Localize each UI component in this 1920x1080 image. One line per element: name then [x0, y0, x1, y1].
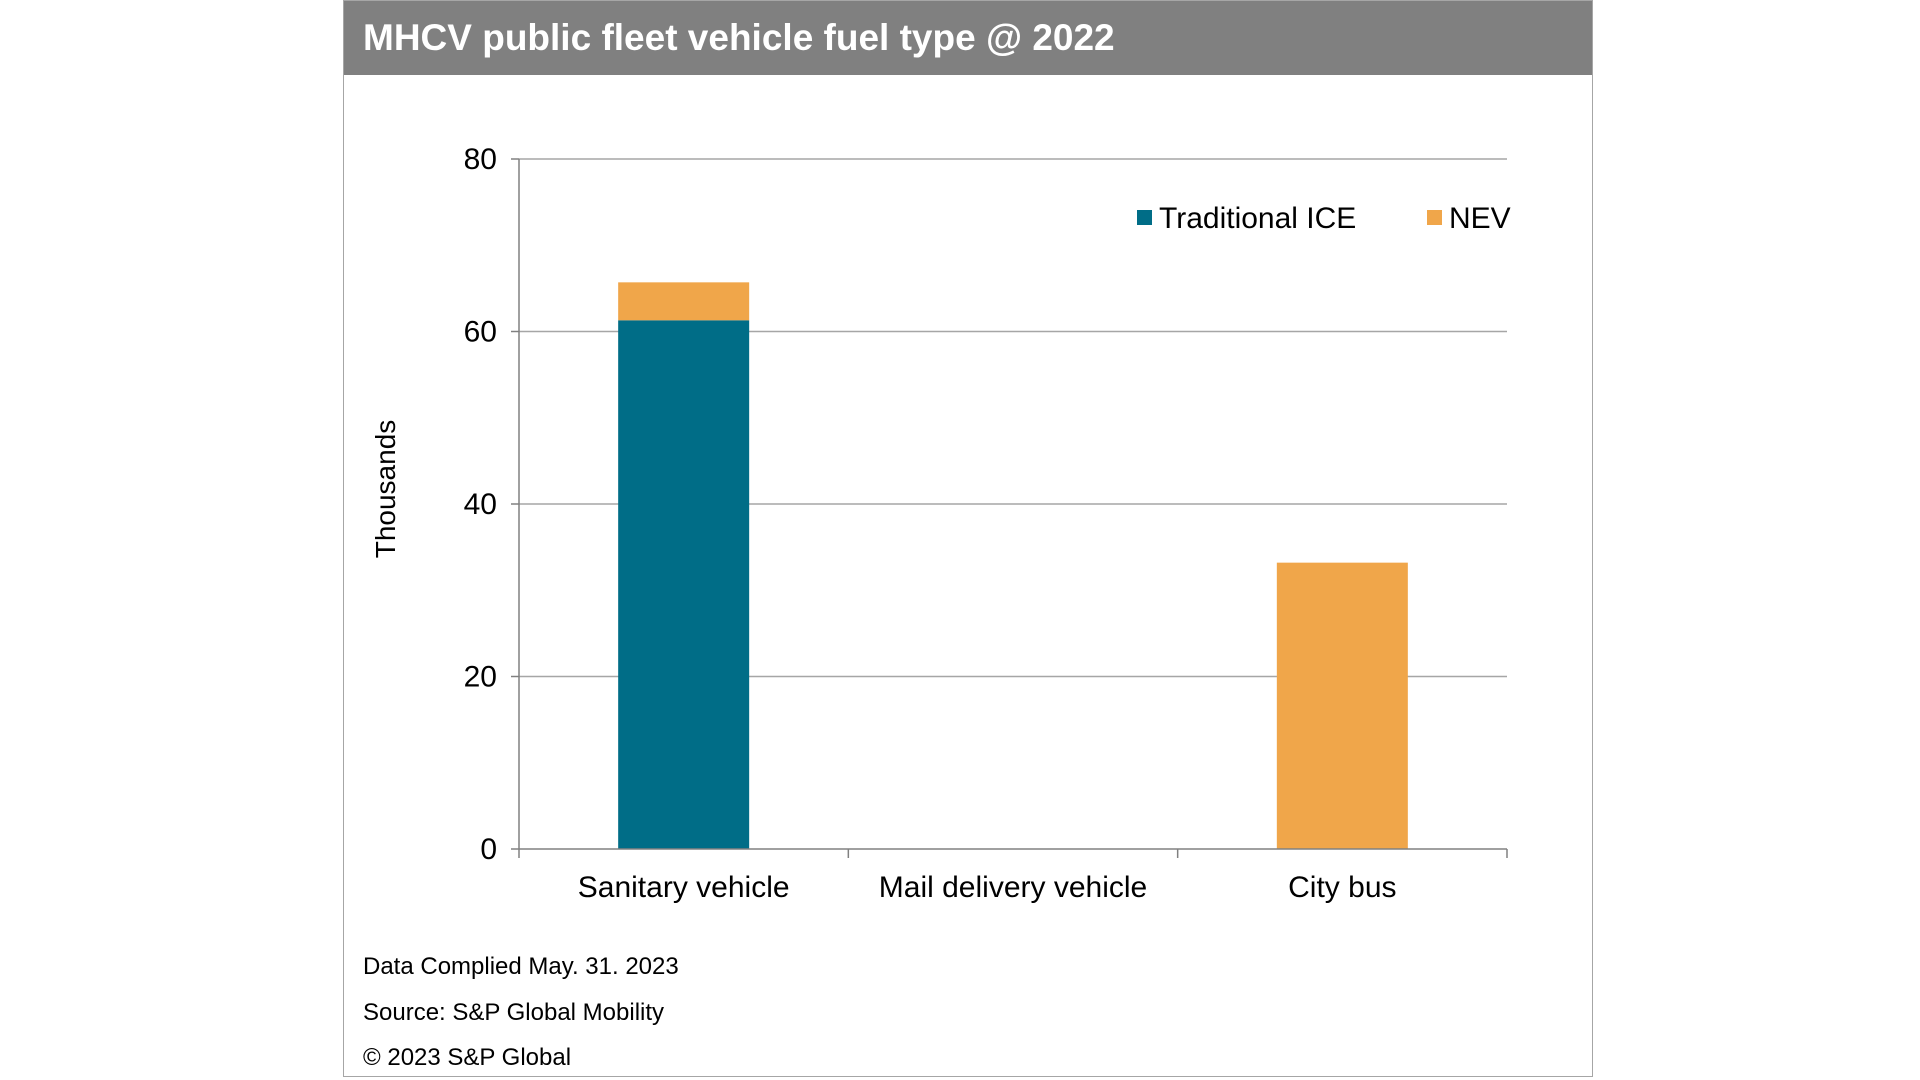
y-tick-label: 80	[464, 143, 497, 176]
bar-nev	[618, 282, 750, 321]
y-axis-title: Thousands	[370, 420, 401, 559]
y-tick-label: 60	[464, 316, 497, 349]
data-compiled-note: Data Complied May. 31. 2023	[363, 953, 679, 980]
legend-swatch	[1427, 210, 1442, 225]
y-tick-label: 20	[464, 661, 497, 694]
copyright-note: © 2023 S&P Global	[363, 1044, 572, 1071]
legend-swatch	[1137, 210, 1152, 225]
bar-traditional-ice	[618, 320, 750, 850]
bar-nev	[1276, 562, 1408, 849]
y-tick-label: 40	[464, 488, 497, 521]
chart-card: MHCV public fleet vehicle fuel type @ 20…	[343, 0, 1593, 1077]
y-tick-label: 0	[480, 833, 497, 866]
legend-label: Traditional ICE	[1159, 202, 1356, 235]
bar-chart: 0 20 40 60 80 Sanitary vehicle Mail delivery v…	[370, 143, 1511, 904]
legend-label: NEV	[1449, 202, 1511, 235]
x-category-label: Mail delivery vehicle	[879, 871, 1147, 904]
chart-title: MHCV public fleet vehicle fuel type @ 20…	[363, 17, 1115, 58]
x-category-label: City bus	[1288, 871, 1396, 904]
chart-header: MHCV public fleet vehicle fuel type @ 20…	[344, 1, 1592, 75]
source-note: Source: S&P Global Mobility	[363, 999, 665, 1026]
x-category-label: Sanitary vehicle	[578, 871, 790, 904]
